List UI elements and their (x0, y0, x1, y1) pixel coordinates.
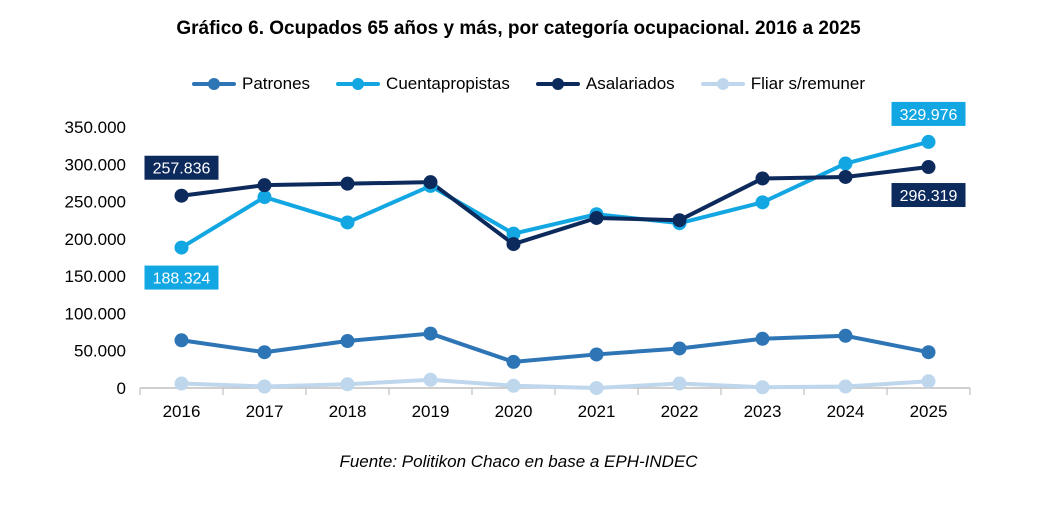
data-point (755, 171, 770, 186)
data-label-box (144, 265, 219, 290)
data-label: 188.324 (153, 271, 211, 288)
legend-item: Asalariados (535, 74, 675, 94)
data-point (257, 379, 272, 394)
data-label: 257.836 (153, 161, 211, 178)
data-point (921, 374, 936, 389)
data-point (506, 354, 521, 369)
data-point (340, 176, 355, 191)
data-point (174, 333, 189, 348)
chart-source: Fuente: Politikon Chaco en base a EPH-IN… (339, 452, 698, 471)
data-point (423, 326, 438, 341)
y-tick-label: 300.000 (65, 155, 126, 174)
data-point (423, 175, 438, 190)
data-point (589, 210, 604, 225)
legend-item: Cuentapropistas (336, 74, 510, 94)
data-point (755, 380, 770, 395)
chart-title: Gráfico 6. Ocupados 65 años y más, por c… (176, 18, 861, 39)
y-tick-label: 200.000 (65, 230, 126, 249)
data-point (506, 378, 521, 393)
chart-legend: Patrones Cuentapropistas Asalariados Fliar … (0, 74, 1057, 94)
data-point (174, 188, 189, 203)
data-point (340, 334, 355, 349)
data-point (340, 377, 355, 392)
x-tick-label: 2024 (827, 402, 865, 421)
data-point (672, 341, 687, 356)
legend-label: Cuentapropistas (386, 74, 510, 93)
data-label-box (891, 101, 966, 126)
y-tick-label: 250.000 (65, 193, 126, 212)
data-point (257, 190, 272, 205)
data-point (838, 379, 853, 394)
data-point (174, 240, 189, 255)
series-line (179, 139, 931, 250)
legend-swatch (700, 77, 745, 91)
legend-swatch (535, 77, 580, 91)
data-point (838, 156, 853, 171)
legend-swatch (336, 77, 381, 91)
data-point (755, 195, 770, 210)
x-tick-label: 2017 (246, 402, 284, 421)
y-tick-label: 0 (117, 379, 126, 398)
data-point (921, 134, 936, 149)
x-tick-label: 2020 (495, 402, 533, 421)
x-tick-label: 2025 (910, 402, 948, 421)
data-point (340, 215, 355, 230)
series-line (179, 331, 931, 364)
y-tick-label: 100.000 (65, 304, 126, 323)
legend-swatch (192, 77, 236, 91)
data-point (257, 178, 272, 193)
y-tick-label: 350.000 (65, 118, 126, 137)
data-point (423, 372, 438, 387)
legend-label: Asalariados (585, 74, 675, 93)
x-tick-label: 2019 (412, 402, 450, 421)
series-line (179, 165, 931, 247)
x-tick-label: 2021 (578, 402, 616, 421)
legend-item: Fliar s/remuner (700, 74, 865, 94)
data-label: 296.319 (900, 188, 958, 205)
data-point (672, 213, 687, 228)
data-point (257, 345, 272, 360)
data-point (755, 331, 770, 346)
series-line (179, 377, 931, 390)
data-point (174, 376, 189, 391)
data-point (589, 347, 604, 362)
data-point (921, 345, 936, 360)
data-point (921, 160, 936, 175)
data-point (838, 169, 853, 184)
data-point (506, 237, 521, 252)
data-point (672, 376, 687, 391)
x-tick-label: 2016 (163, 402, 201, 421)
x-tick-label: 2023 (744, 402, 782, 421)
legend-label: Fliar s/remuner (750, 74, 865, 93)
data-point (589, 381, 604, 395)
data-point (838, 328, 853, 343)
data-label: 329.976 (900, 107, 958, 124)
data-label-box (891, 183, 966, 208)
y-tick-label: 50.000 (74, 342, 126, 361)
x-tick-label: 2022 (661, 402, 699, 421)
data-point (506, 226, 521, 241)
x-tick-label: 2018 (329, 402, 367, 421)
data-label-box (144, 155, 219, 180)
legend-label: Patrones (242, 74, 311, 93)
legend-item: Patrones (192, 74, 310, 94)
y-tick-label: 150.000 (65, 267, 126, 286)
